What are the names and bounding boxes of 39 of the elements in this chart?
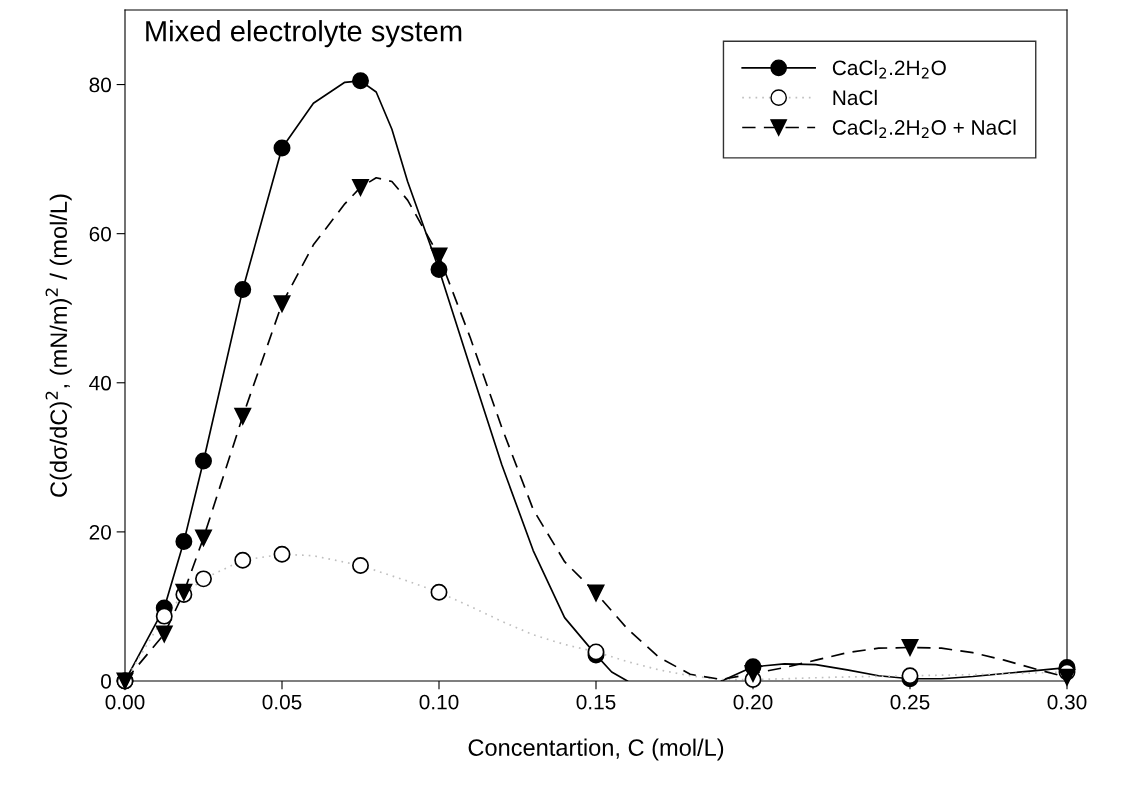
x-tick-label: 0.15 — [576, 694, 616, 710]
point — [155, 607, 173, 625]
legend-label: CaCl$_{2}$.2H$_{2}$O + NaCl — [832, 119, 1016, 139]
point — [430, 260, 448, 278]
y-tick-label: 0 — [101, 674, 111, 689]
y-tick-label: 20 — [89, 524, 111, 540]
point — [744, 665, 762, 683]
point — [175, 533, 193, 551]
y-tick-label: 60 — [89, 226, 111, 242]
point — [234, 551, 252, 569]
point — [195, 529, 212, 547]
x-tick-label: 0.10 — [419, 694, 459, 710]
y-tick-label: 80 — [89, 77, 111, 93]
x-tick-label: 0.20 — [733, 694, 773, 710]
point — [352, 556, 369, 574]
chart-title: Mixed electrolyte system — [146, 20, 462, 48]
point — [234, 281, 252, 299]
point — [195, 570, 212, 588]
point — [901, 638, 919, 656]
x-tick-label: 0.05 — [262, 694, 302, 710]
point — [234, 407, 252, 425]
point — [273, 295, 291, 313]
point — [352, 72, 369, 90]
point — [1058, 668, 1076, 686]
legend-label: NaCl — [833, 89, 877, 106]
x-tick-label: 0.00 — [105, 694, 145, 710]
y-axis-title: C(dσ/dC)$^{2}$, (mN/m)$^{2}$ / (mol/L) — [45, 194, 72, 497]
point — [587, 584, 605, 602]
legend-label: CaCl$_{2}$.2H$_{2}$O — [832, 59, 946, 79]
point — [195, 452, 212, 470]
point — [155, 625, 173, 643]
point — [273, 545, 291, 563]
point — [273, 139, 291, 157]
x-axis-title: Concentartion, C (mol/L) — [468, 738, 724, 761]
x-tick-label: 0.30 — [1047, 694, 1087, 710]
y-tick-label: 40 — [89, 375, 111, 391]
point — [352, 178, 369, 196]
point — [430, 583, 448, 601]
x-tick-label: 0.25 — [890, 694, 930, 710]
